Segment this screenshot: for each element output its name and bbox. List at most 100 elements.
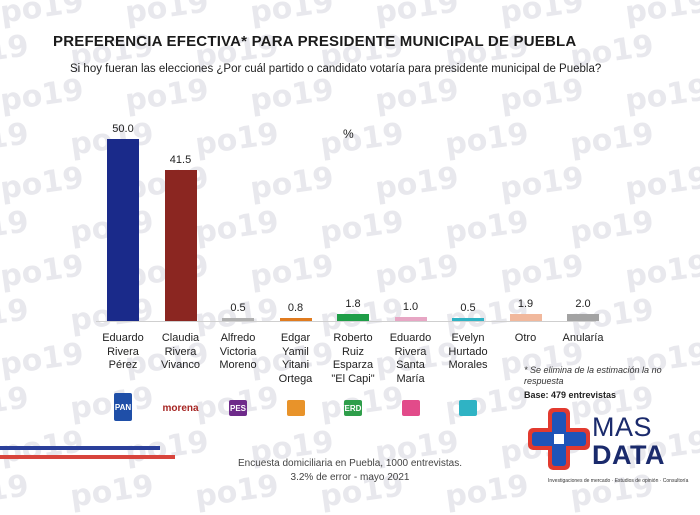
sample-base: Base: 479 entrevistas	[524, 390, 617, 400]
watermark-text: po19	[0, 116, 31, 163]
category-label-1: Claudia Rivera Vivanco	[148, 332, 214, 373]
category-line: Rivera	[164, 345, 197, 358]
category-label-3: Edgar Yamil Yitani Ortega	[263, 332, 329, 386]
category-line: Santa	[396, 359, 425, 371]
pan-pri-prd-logo: PAN	[114, 393, 132, 421]
bar-8	[567, 313, 599, 321]
decor-stripe-red	[0, 455, 175, 459]
footer-error-margin: 3.2% de error - mayo 2021	[290, 472, 410, 483]
chart-baseline	[96, 321, 596, 322]
value-label-5: 1.0	[402, 301, 419, 314]
bar-7	[509, 314, 542, 321]
category-label-8: Anularía	[550, 332, 616, 346]
watermark-text: po19	[497, 72, 586, 119]
category-line: Roberto	[333, 332, 373, 344]
bar-2	[222, 318, 254, 321]
watermark-text: po19	[0, 336, 86, 383]
watermark-text: po19	[442, 204, 531, 251]
category-label-6: Evelyn Hurtado Morales	[435, 332, 501, 373]
watermark-text: po19	[192, 204, 281, 251]
watermark-text: po19	[622, 248, 700, 295]
watermark-text: po19	[317, 204, 406, 251]
brand-tagline: Investigaciones de mercado · Estudios de…	[548, 478, 689, 484]
pes-logo: PES	[229, 400, 247, 416]
watermark-text: po19	[497, 0, 586, 31]
watermark-text: po19	[497, 160, 586, 207]
category-line: Moreno	[219, 359, 257, 371]
watermark-text: po19	[317, 116, 406, 163]
watermark-text: po19	[567, 204, 656, 251]
category-line: Yitani	[281, 359, 310, 371]
footer-survey-info: Encuesta domiciliaria en Puebla, 1000 en…	[237, 458, 463, 469]
watermark-text: po19	[0, 248, 86, 295]
value-label-2: 0.5	[230, 302, 246, 314]
value-label-0: 50.0	[112, 123, 134, 135]
brand-mas: MAS	[592, 412, 653, 442]
value-label-1: 41.5	[169, 153, 192, 166]
watermark-text: po19	[567, 468, 656, 515]
watermark-text: po19	[0, 380, 31, 427]
watermark-text: po19	[0, 292, 31, 339]
category-line: María	[396, 372, 425, 385]
watermark-text: po19	[0, 28, 31, 75]
watermark-text: po19	[567, 116, 656, 163]
watermark-text: po19	[247, 160, 336, 207]
movimiento-ciudadano-logo	[459, 400, 477, 416]
value-label-4: 1.8	[345, 298, 361, 311]
watermark-text: po19	[497, 248, 586, 295]
watermark-text: po19	[67, 468, 156, 515]
page-title: PREFERENCIA EFECTIVA* PARA PRESIDENTE MU…	[53, 33, 577, 50]
watermark-text: po19	[0, 204, 31, 251]
watermark-text: po19	[122, 0, 211, 31]
category-line: Rivera	[107, 345, 139, 358]
category-label-7: Otro	[493, 332, 559, 346]
page-subtitle: Si hoy fueran las elecciones ¿Por cuál p…	[70, 63, 602, 75]
watermark-text: po19	[442, 380, 531, 427]
bar-6	[452, 318, 484, 321]
category-line: Rivera	[394, 345, 427, 358]
category-label-5: Eduardo Rivera Santa María	[378, 332, 444, 386]
category-line: Evelyn	[451, 332, 485, 344]
category-line: Edgar	[280, 332, 311, 344]
category-label-4: Roberto Ruiz Esparza "El Capi"	[320, 332, 386, 386]
category-line: Victoria	[219, 345, 257, 358]
morena-logo: morena	[162, 402, 199, 414]
value-label-6: 0.5	[460, 302, 476, 314]
bar-5	[394, 317, 427, 321]
value-label-3: 0.8	[287, 302, 304, 314]
watermark-text: po19	[372, 160, 461, 207]
watermark-text: po19	[372, 248, 461, 295]
category-line: Eduardo	[389, 332, 432, 344]
bar-3	[279, 318, 312, 321]
category-line: Claudia	[161, 332, 200, 344]
value-label-8: 2.0	[575, 297, 591, 310]
fuerza-mexico-logo	[286, 400, 305, 416]
category-line: Alfredo	[220, 332, 256, 344]
watermark-text: po19	[247, 0, 336, 31]
category-line: Pérez	[108, 359, 138, 371]
watermark-text: po19	[372, 0, 461, 31]
category-line: Yamil	[282, 345, 309, 358]
category-line: Esparza	[332, 359, 374, 371]
pacto-social-logo	[401, 400, 420, 416]
category-label-0: Eduardo Rivera Pérez	[90, 332, 156, 373]
bar-1	[164, 169, 197, 321]
watermark-text: po19	[622, 72, 700, 119]
watermark-text: po19	[0, 72, 86, 119]
watermark-text: po19	[0, 468, 31, 515]
category-line: Ruiz	[341, 345, 364, 358]
category-line: Anularía	[562, 332, 604, 344]
decor-stripe-blue	[0, 446, 160, 450]
bar-4	[337, 314, 369, 321]
verde-logo: VERDE	[339, 400, 367, 416]
category-label-2: Alfredo Victoria Moreno	[205, 332, 271, 373]
category-line: Vivanco	[161, 359, 200, 371]
brand-data: DATA	[592, 440, 665, 470]
watermark-text: po19	[622, 0, 700, 31]
masdata-cross-icon	[528, 408, 590, 470]
category-line: Eduardo	[102, 332, 144, 344]
watermark-text: po19	[122, 72, 211, 119]
watermark-text: po19	[67, 380, 156, 427]
chart-unit: %	[343, 127, 354, 141]
category-line: Ortega	[278, 372, 313, 385]
